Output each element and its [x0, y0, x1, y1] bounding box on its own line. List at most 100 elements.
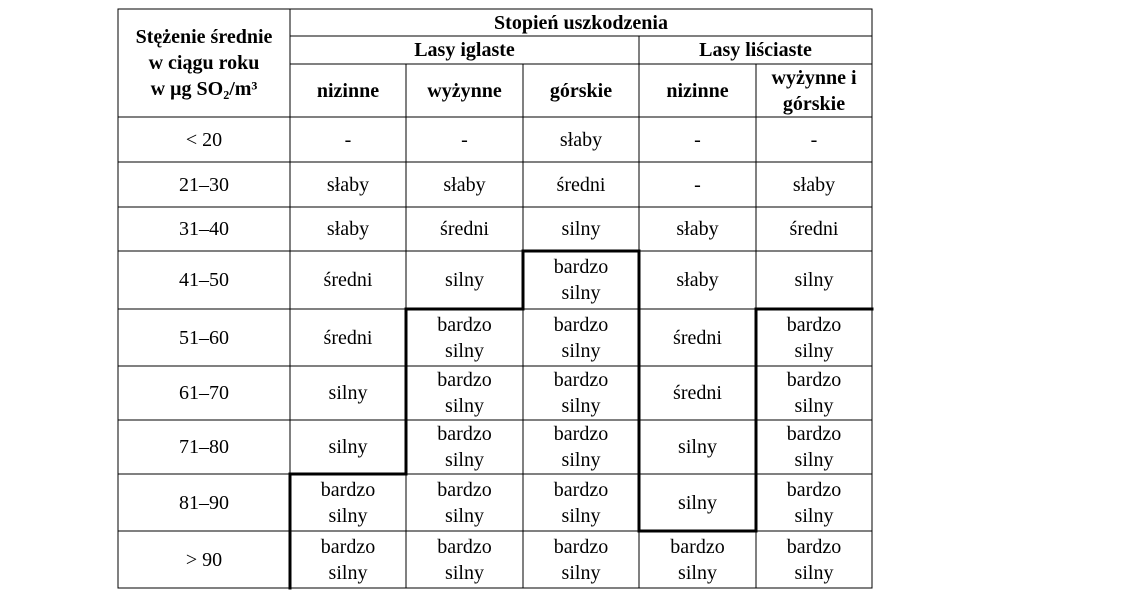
damage-cell: średni [523, 162, 639, 207]
cell-text: silny [328, 436, 368, 458]
column-header: nizinne [290, 64, 406, 117]
damage-cell: bardzo silny [290, 474, 406, 531]
column-header: wyżynne i górskie [756, 64, 872, 117]
cell-text: - [694, 128, 701, 151]
damage-cell: bardzo silny [406, 531, 523, 588]
damage-cell: bardzo silny [406, 474, 523, 531]
damage-cell: bardzo silny [523, 366, 639, 420]
cell-text: silny [445, 269, 484, 291]
cell-text: słaby [326, 218, 370, 240]
damage-cell: średni [639, 366, 756, 420]
cell-text: Lasy liściaste [699, 39, 812, 61]
cell-text: bardzo silny [670, 535, 725, 584]
cell-text: słaby [326, 173, 370, 196]
damage-cell: - [639, 117, 756, 162]
cell-text: > 90 [185, 548, 223, 571]
cell-text: średni [323, 269, 373, 291]
group-header: Lasy liściaste [639, 36, 872, 64]
damage-cell: silny [406, 251, 523, 309]
cell-text: Stężenie średnie [135, 26, 273, 48]
damage-cell: bardzo silny [523, 309, 639, 366]
damage-cell: średni [406, 207, 523, 251]
cell-text: bardzo silny [553, 369, 609, 417]
range-cell: 71–80 [118, 420, 290, 474]
cell-text: słaby [559, 128, 603, 151]
cell-text: bardzo silny [320, 535, 376, 584]
cell-text: bardzo silny [553, 313, 609, 362]
cell-text: Lasy iglaste [414, 39, 515, 61]
cell-text: bardzo silny [553, 423, 609, 471]
range-cell: < 20 [118, 117, 290, 162]
damage-cell: bardzo silny [523, 420, 639, 474]
cell-text: w µg SO₂/m³ [150, 78, 258, 100]
cell-text: bardzo silny [437, 535, 492, 584]
cell-text: < 20 [185, 128, 223, 151]
cell-text: Stopień uszkodzenia [494, 11, 668, 34]
cell-text: wyżynne i górskie [771, 66, 857, 115]
damage-cell: bardzo silny [523, 474, 639, 531]
cell-text: - [810, 128, 818, 151]
cell-text: bardzo silny [437, 478, 492, 527]
cell-text: słaby [676, 269, 719, 291]
damage-cell: - [290, 117, 406, 162]
cell-text: słaby [443, 173, 486, 196]
damage-cell: - [639, 162, 756, 207]
damage-cell: słaby [756, 162, 872, 207]
damage-cell: słaby [406, 162, 523, 207]
cell-text: średni [789, 218, 839, 240]
cell-text: bardzo silny [786, 423, 842, 471]
cell-text: średni [323, 326, 373, 349]
group-header: Lasy iglaste [290, 36, 639, 64]
column-header: wyżynne [406, 64, 523, 117]
cell-text: górskie [549, 79, 613, 102]
cell-text: bardzo silny [320, 478, 376, 527]
damage-cell: bardzo silny [290, 531, 406, 588]
damage-cell: - [756, 117, 872, 162]
cell-text: 51–60 [179, 326, 229, 349]
damage-cell: silny [290, 366, 406, 420]
cell-text: 31–40 [179, 218, 229, 240]
cell-text: - [694, 173, 701, 196]
damage-cell: bardzo silny [406, 309, 523, 366]
cell-text: bardzo silny [553, 256, 609, 304]
cell-text: silny [561, 218, 601, 240]
cell-text: średni [673, 382, 722, 404]
cell-text: bardzo silny [786, 369, 842, 417]
cell-text: 61–70 [179, 382, 229, 404]
cell-text: bardzo silny [786, 478, 842, 527]
damage-cell: bardzo silny [756, 420, 872, 474]
cell-text: 21–30 [179, 173, 229, 196]
range-cell: 41–50 [118, 251, 290, 309]
cell-text: silny [678, 436, 717, 458]
cell-text: 41–50 [179, 269, 229, 291]
cell-text: bardzo silny [437, 313, 492, 362]
cell-text: w ciągu roku [148, 52, 260, 74]
cell-text: wyżynne [427, 79, 502, 102]
cell-text: bardzo silny [786, 535, 842, 584]
range-cell: 21–30 [118, 162, 290, 207]
cell-text: bardzo silny [553, 478, 609, 527]
cell-text: słaby [792, 173, 836, 196]
damage-cell: bardzo silny [756, 309, 872, 366]
damage-cell: średni [756, 207, 872, 251]
damage-cell: słaby [523, 117, 639, 162]
damage-cell: bardzo silny [756, 531, 872, 588]
column-header: nizinne [639, 64, 756, 117]
damage-cell: słaby [639, 207, 756, 251]
damage-cell: bardzo silny [756, 366, 872, 420]
damage-cell: bardzo silny [523, 531, 639, 588]
cell-text: nizinne [666, 79, 729, 102]
cell-text: nizinne [316, 79, 380, 102]
cell-text: 71–80 [179, 436, 229, 458]
damage-header: Stopień uszkodzenia [290, 9, 872, 36]
cell-text: - [461, 128, 468, 151]
cell-text: średni [440, 218, 489, 240]
damage-cell: średni [290, 309, 406, 366]
range-cell: 51–60 [118, 309, 290, 366]
cell-text: słaby [676, 218, 719, 240]
damage-cell: bardzo silny [523, 251, 639, 309]
cell-text: silny [328, 382, 368, 404]
damage-cell: średni [290, 251, 406, 309]
cell-text: silny [678, 491, 717, 514]
